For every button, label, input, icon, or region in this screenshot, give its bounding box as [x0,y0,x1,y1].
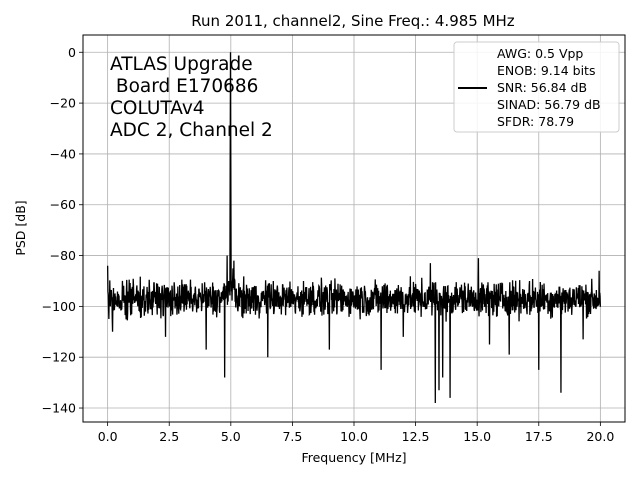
y-tick-label-4: −80 [50,248,76,263]
y-axis-ticks: 0 −20 −40 −60 −80 −100 −120 −140 [42,45,83,416]
x-tick-label-5: 12.5 [402,429,430,444]
x-tick-label-6: 15.0 [463,429,491,444]
legend: AWG: 0.5 Vpp ENOB: 9.14 bits SNR: 56.84 … [453,41,620,133]
legend-line-1: AWG: 0.5 Vpp [497,46,583,61]
x-axis-label: Frequency [MHz] [301,450,406,465]
x-tick-label-2: 5.0 [221,429,241,444]
x-tick-label-4: 10.0 [340,429,368,444]
psd-line [106,52,602,403]
x-tick-label-7: 17.5 [525,429,553,444]
annotation-line-4: ADC 2, Channel 2 [110,120,273,141]
y-tick-label-1: −20 [50,96,76,111]
legend-line-4: SINAD: 56.79 dB [497,97,601,112]
x-tick-label-0: 0.0 [98,429,118,444]
x-axis-ticks: 0.0 2.5 5.0 7.5 10.0 12.5 15.0 17.5 20.0 [98,422,614,444]
x-tick-label-8: 20.0 [586,429,614,444]
y-tick-label-0: 0 [68,45,76,60]
x-tick-label-1: 2.5 [159,429,179,444]
x-tick-label-3: 7.5 [282,429,302,444]
legend-line-3: SNR: 56.84 dB [497,80,587,95]
legend-box [453,41,620,133]
y-tick-label-5: −100 [42,299,76,314]
legend-line-2: ENOB: 9.14 bits [497,63,595,78]
y-axis-label: PSD [dB] [13,200,28,255]
annotation-line-2: Board E170686 [110,76,258,97]
y-tick-label-6: −120 [42,350,76,365]
psd-trace [106,52,602,403]
chart-title: Run 2011, channel2, Sine Freq.: 4.985 MH… [191,12,515,30]
y-tick-label-7: −140 [42,401,76,416]
annotation-block: ATLAS Upgrade Board E170686 COLUTAv4 ADC… [110,54,273,141]
annotation-line-3: COLUTAv4 [110,98,205,119]
y-tick-label-2: −40 [50,146,76,161]
legend-line-5: SFDR: 78.79 [497,114,574,129]
y-tick-label-3: −60 [50,197,76,212]
annotation-line-1: ATLAS Upgrade [110,54,253,75]
